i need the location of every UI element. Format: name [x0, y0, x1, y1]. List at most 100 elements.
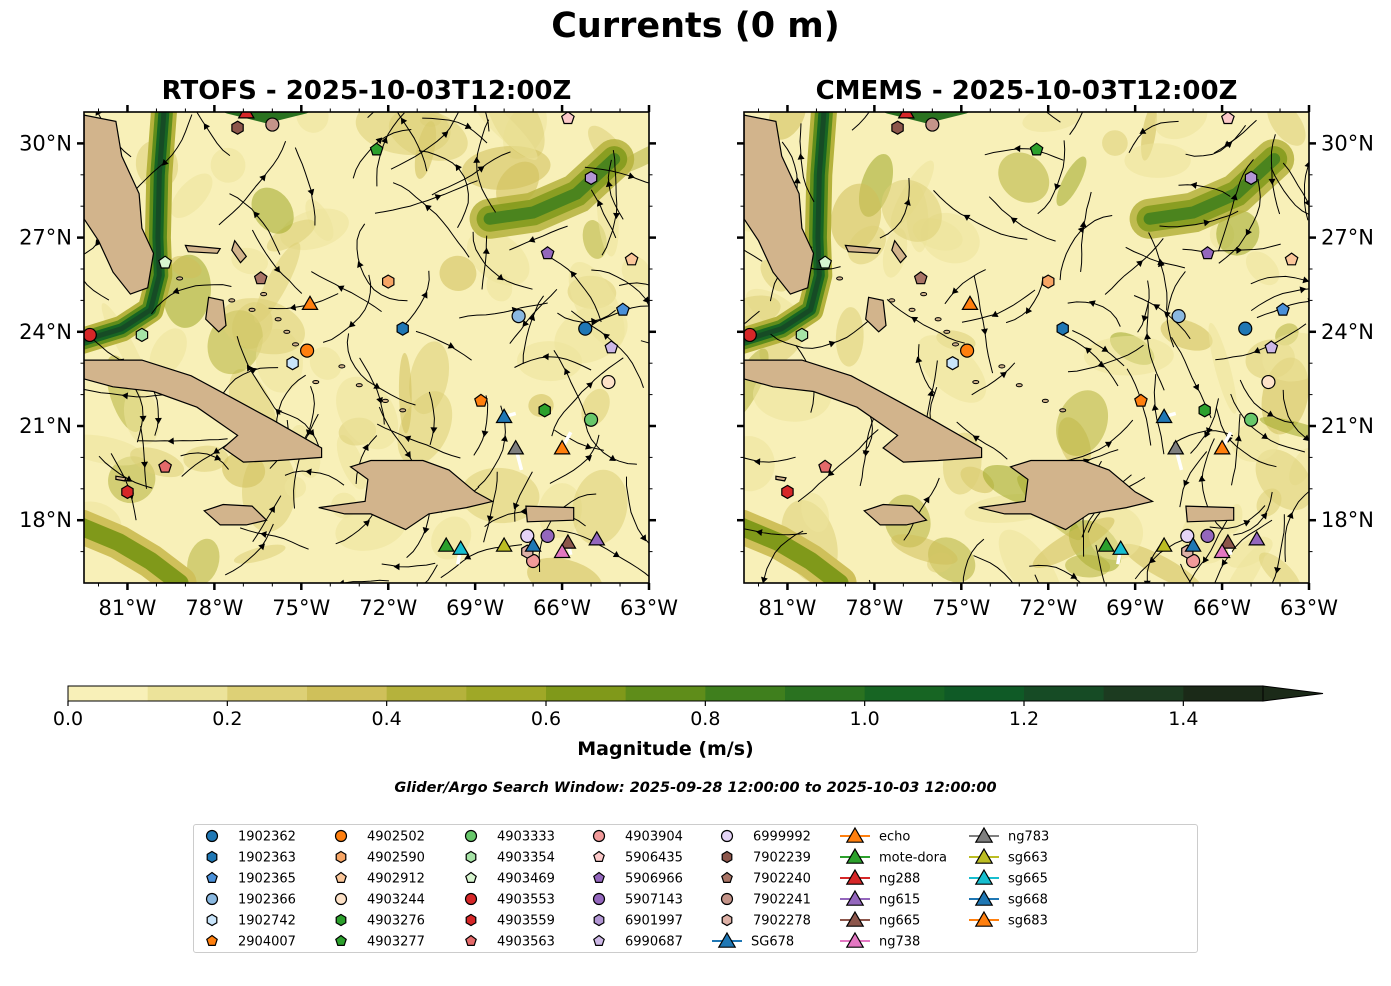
gulf-stream-jet: [84, 112, 167, 343]
platform-marker-1902363: [1056, 321, 1069, 336]
streamline-arrow: [1245, 228, 1252, 236]
legend-label-sg665: sg665: [1008, 872, 1048, 887]
legend-label-7902241: 7902241: [753, 893, 811, 908]
streamline: [886, 299, 965, 344]
legend-marker-7902239: [721, 850, 733, 864]
streamline-arrow: [464, 553, 472, 560]
streamline-arrow: [862, 450, 870, 457]
streamline-arrow: [915, 356, 923, 364]
colorbar-frame: [67, 685, 1264, 702]
streamline: [770, 320, 869, 349]
streamline: [1148, 232, 1168, 311]
streamline-arrow: [95, 239, 102, 247]
legend-marker-1902365: [206, 871, 218, 884]
current-magnitude-patch: [485, 112, 545, 159]
streamline-arrow: [1243, 520, 1251, 527]
legend-label-6990687: 6990687: [625, 935, 683, 950]
streamline: [1153, 374, 1165, 455]
y-tick-label: 18°N: [19, 508, 72, 532]
caymanL-landmass: [775, 475, 787, 482]
legend-label-1902362: 1902362: [238, 830, 296, 845]
streamline: [556, 529, 649, 578]
streamline: [459, 302, 548, 319]
platform-marker-1902366: [1171, 309, 1186, 324]
streamline: [590, 305, 649, 327]
current-magnitude-patch: [1056, 156, 1087, 207]
streamline: [973, 555, 1014, 583]
streamline-arrow: [496, 273, 504, 281]
streamline-arrow: [273, 265, 281, 273]
streamline: [1128, 120, 1179, 153]
streamline: [744, 249, 763, 262]
streamline-arrow: [1139, 127, 1147, 134]
legend-marker-4903904: [592, 829, 606, 843]
streamline: [418, 150, 469, 228]
streamline-arrow: [1266, 410, 1274, 417]
colorbar-segment: [785, 686, 866, 701]
streamline-arrow: [1302, 276, 1309, 284]
streamline: [196, 112, 231, 156]
streamline-arrow: [1225, 141, 1233, 149]
streamline: [1250, 275, 1309, 285]
island: [338, 364, 346, 369]
current-magnitude-patch: [266, 219, 316, 252]
search-window-note: Glider/Argo Search Window: 2025-09-28 12…: [394, 780, 997, 796]
colorbar-segment: [68, 686, 149, 701]
streamline: [903, 477, 940, 541]
x-tick-label: 78°W: [185, 596, 243, 620]
current-magnitude-patch: [1022, 112, 1083, 132]
streamline-arrow: [904, 199, 911, 206]
colorbar-tick-label: 1.4: [1168, 708, 1198, 730]
streamline: [140, 426, 147, 489]
streamline: [340, 579, 389, 583]
streamline: [1270, 134, 1281, 215]
x-tick-label: 78°W: [845, 596, 903, 620]
streamline-arrow: [1149, 556, 1156, 564]
streamline-arrow: [441, 131, 449, 138]
legend-marker-ng665: [845, 910, 865, 927]
legend-label-SG678: SG678: [751, 935, 794, 950]
streamline-arrow: [393, 58, 400, 64]
platform-marker-6990687: [604, 340, 619, 354]
streamline-arrow: [203, 123, 211, 131]
platform-marker-1902365: [615, 302, 630, 316]
streamline-arrow: [1163, 311, 1171, 318]
streamline-arrow: [500, 435, 508, 442]
current-magnitude-patch: [296, 112, 329, 133]
y-tick-label: 27°N: [1321, 226, 1374, 250]
streamline-arrow: [528, 314, 536, 322]
current-magnitude-patch: [398, 352, 412, 434]
streamline-arrow: [154, 417, 162, 425]
streamline: [1056, 419, 1134, 465]
streamline-arrow: [363, 520, 370, 527]
current-magnitude-patch: [891, 534, 958, 565]
streamline: [1166, 271, 1186, 348]
streamline-arrow: [455, 164, 462, 172]
streamline-arrow: [1183, 479, 1190, 487]
x-tick-label: 72°W: [1019, 596, 1077, 620]
y-tick-label: 24°N: [19, 320, 72, 344]
island: [943, 329, 951, 334]
legend-label-ng665: ng665: [879, 914, 920, 929]
caymanL-landmass: [115, 475, 127, 482]
platform-marker-sg683: [1213, 439, 1231, 455]
platform-marker-ng738: [553, 543, 571, 559]
legend-label-ng738: ng738: [879, 935, 920, 950]
gbahama-landmass: [184, 244, 222, 254]
streamline-arrow: [305, 468, 312, 476]
streamline: [180, 452, 229, 470]
streamline: [311, 271, 382, 313]
legend-label-5907143: 5907143: [625, 893, 683, 908]
platform-marker-5906966: [1200, 246, 1215, 260]
platform-marker-ng665: [1219, 533, 1237, 549]
streamline: [514, 356, 592, 371]
island: [312, 379, 320, 385]
platform-marker-5906966: [540, 246, 555, 260]
streamline-arrow: [1136, 260, 1143, 267]
streamline: [224, 523, 274, 576]
streamline-arrow: [481, 430, 489, 437]
legend-label-6999992: 6999992: [753, 830, 811, 845]
platform-marker-ng665: [559, 533, 577, 549]
streamline: [1215, 323, 1307, 361]
streamline-arrow: [376, 396, 383, 404]
